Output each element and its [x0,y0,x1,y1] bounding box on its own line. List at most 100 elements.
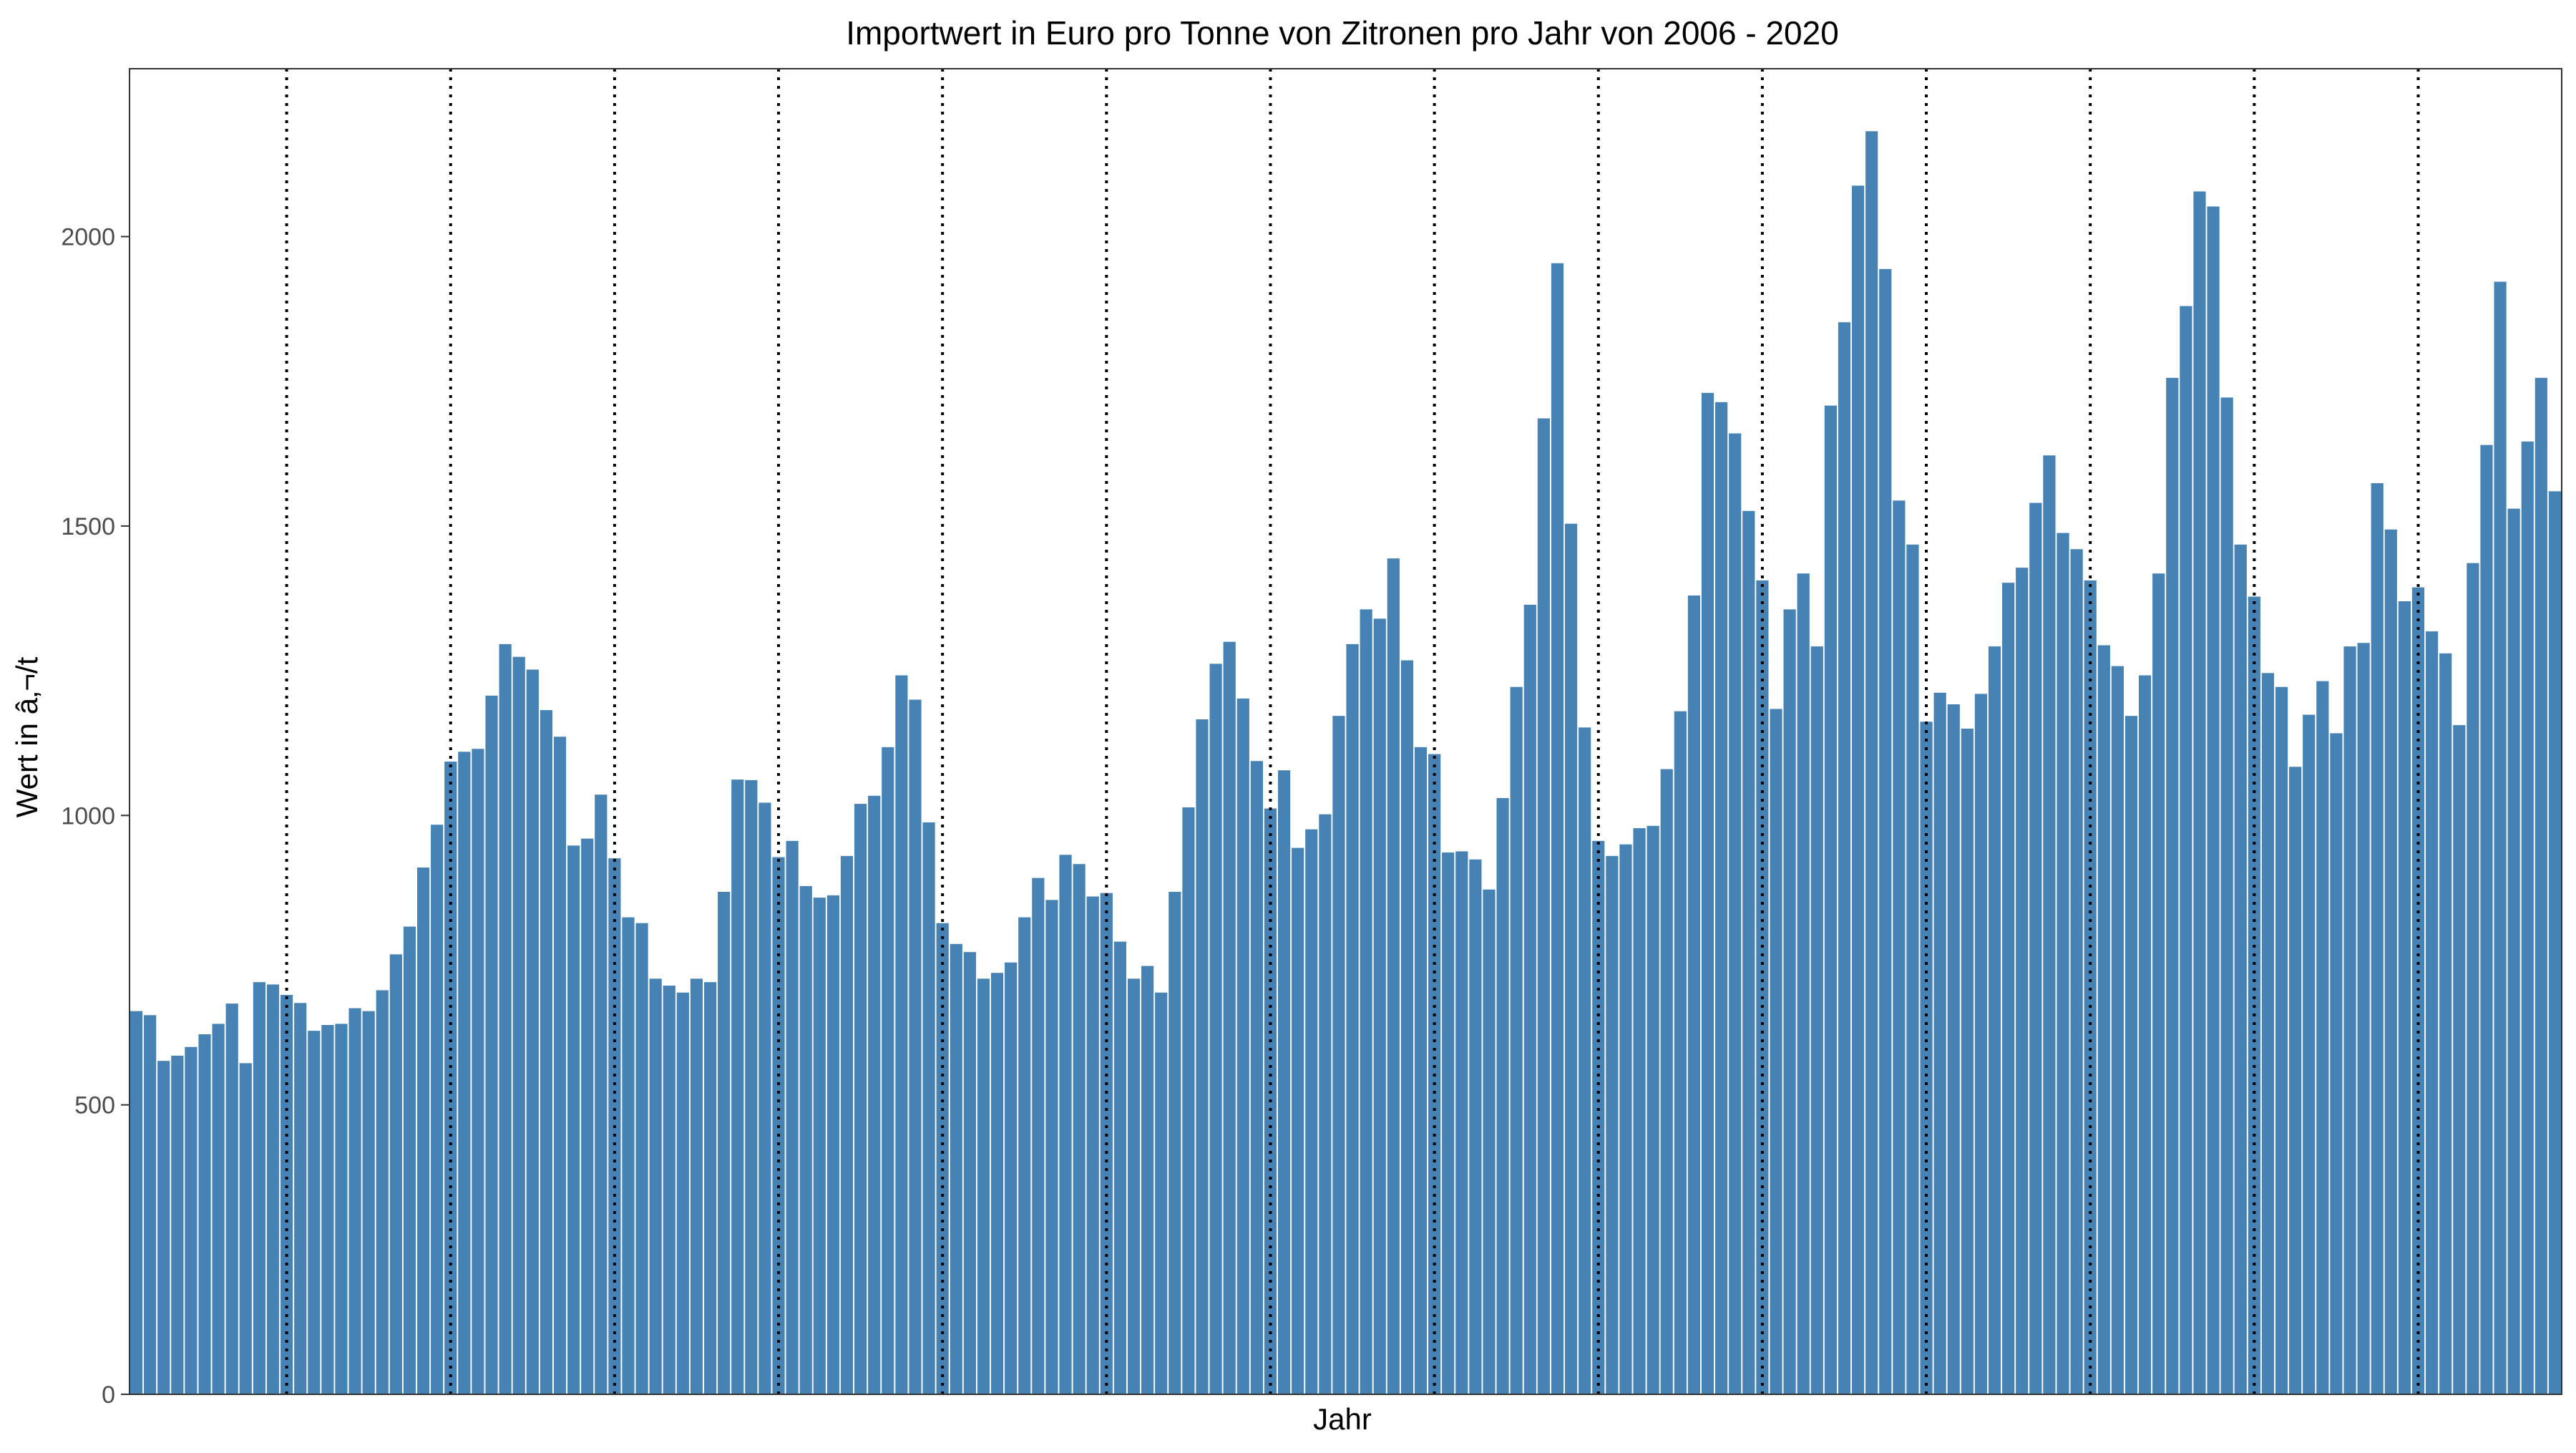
bar [1155,992,1168,1394]
bar [1687,595,1701,1395]
bar [1824,405,1837,1395]
chart-title: Importwert in Euro pro Tonne von Zitrone… [846,14,1839,52]
bar [1209,664,1222,1394]
bar [2398,601,2411,1394]
bar [786,840,799,1394]
bar [1633,828,1646,1394]
bar [1250,761,1263,1394]
bar [239,1063,252,1394]
bar [1770,709,1782,1394]
bar [2303,714,2316,1394]
bar [376,990,389,1394]
bar [1988,646,2001,1394]
bar [403,926,416,1394]
bar [171,1055,184,1394]
y-tick-label: 0 [102,1381,115,1409]
bar [1701,392,1714,1394]
bar [882,747,894,1394]
y-tick-label: 500 [74,1092,115,1119]
bar [499,643,512,1394]
bar [950,943,962,1394]
bar [294,1003,307,1394]
bar [868,795,881,1394]
bar [1715,402,1728,1394]
bar [1442,852,1455,1394]
bar [2534,377,2547,1394]
bar [553,737,567,1394]
bar [1564,523,1578,1395]
bar [1277,770,1291,1394]
bar [2124,716,2138,1394]
bar [1469,859,1482,1394]
bar [1332,716,1345,1394]
bar [1141,966,1154,1394]
bar [1005,962,1018,1394]
bar [1496,798,1509,1394]
bar [362,1011,375,1394]
bar [1906,544,1919,1394]
bar [1974,694,1988,1394]
bar [731,779,744,1394]
bar [2411,587,2425,1394]
bar [840,855,854,1394]
bar [2002,583,2015,1395]
bar [472,749,484,1394]
panel-border [129,68,2562,1395]
bar [348,1008,361,1394]
year-separators [285,69,2420,1394]
bar [2439,653,2452,1394]
bar [458,752,471,1394]
bar [225,1004,238,1394]
bar [895,675,908,1394]
bar [198,1034,211,1394]
bar [2138,675,2152,1394]
bar [1182,807,1195,1394]
bar [2193,191,2206,1395]
bar [1797,573,1810,1394]
bar [1783,609,1796,1394]
bar [2275,686,2288,1394]
bar [1619,844,1632,1394]
bar [1113,941,1127,1394]
bar [663,986,675,1394]
y-tick-label: 1000 [61,802,115,830]
bar [826,895,840,1394]
bar [1742,510,1755,1394]
bar [1483,889,1496,1394]
bar [2357,643,2370,1394]
bar [1865,131,1878,1395]
bar [1551,263,1564,1395]
bar [540,710,553,1394]
bar [1523,604,1536,1394]
bar [1319,814,1332,1394]
bar [389,954,402,1394]
bar [1032,878,1045,1394]
bar [1933,692,1946,1394]
bar [813,898,826,1394]
bar [1729,433,1742,1394]
bar [1045,900,1058,1394]
bar [1223,641,1236,1394]
bar [1073,864,1085,1394]
bar [581,838,594,1394]
bar [2152,573,2165,1394]
bar [1292,847,1304,1394]
bar [212,1024,225,1394]
bar [758,802,771,1394]
bar [1018,917,1031,1394]
bar [649,978,662,1394]
bar [1947,704,1960,1394]
bar [526,669,539,1394]
bar [1387,558,1400,1395]
bar [444,762,457,1394]
bar [512,656,525,1395]
bar [718,892,731,1394]
y-axis-label: Wert in â‚¬/t [10,656,44,817]
bar [1236,698,1249,1394]
bar [1674,711,1687,1394]
bar [2330,733,2343,1394]
bar [1579,727,1591,1394]
bar [2548,491,2562,1394]
